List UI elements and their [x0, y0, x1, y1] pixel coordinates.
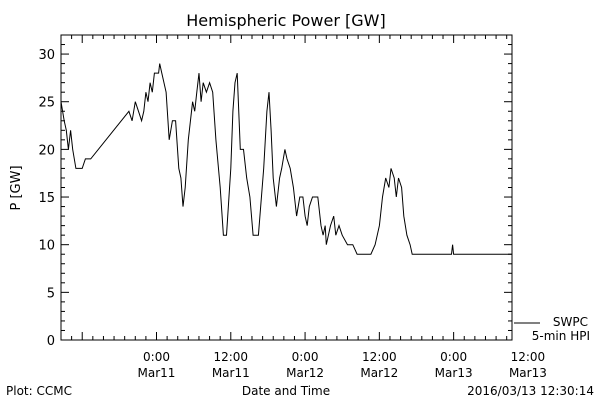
y-tick-label: 5 — [47, 286, 55, 301]
x-tick-label-date: Mar11 — [138, 366, 176, 380]
x-axis: 0:00 Mar11 12:00 Mar11 0:00 Mar12 12:00 Mar12 0:… — [60, 35, 547, 380]
x-axis-label: Date and Time — [242, 384, 330, 398]
footer-plot-credit: Plot: CCMC — [6, 384, 72, 398]
y-axis-label: P [GW] — [9, 165, 24, 210]
y-tick-label: 0 — [47, 334, 55, 349]
y-tick-label: 30 — [38, 48, 55, 63]
x-tick-label-time: 0:00 — [440, 350, 467, 364]
x-tick-label-date: Mar12 — [360, 366, 398, 380]
plot-frame — [60, 34, 513, 341]
y-tick-label: 20 — [38, 143, 55, 158]
x-tick-label-time: 12:00 — [213, 350, 248, 364]
x-tick-label-time: 0:00 — [143, 350, 170, 364]
y-tick-label: 25 — [38, 96, 55, 111]
x-tick-label-date: Mar13 — [435, 366, 473, 380]
plot-border — [60, 34, 513, 341]
x-tick-label-time: 12:00 — [511, 350, 546, 364]
x-tick-label-time: 0:00 — [292, 350, 319, 364]
y-tick-label: 10 — [38, 239, 55, 254]
legend: SWPC 5-min HPI — [514, 315, 590, 343]
x-tick-label-time: 12:00 — [362, 350, 397, 364]
chart-title: Hemispheric Power [GW] — [186, 11, 385, 30]
legend-label-5min-hpi: 5-min HPI — [532, 329, 590, 343]
y-tick-label: 15 — [38, 191, 55, 206]
x-tick-label-date: Mar12 — [286, 366, 324, 380]
x-tick-label-date: Mar13 — [509, 366, 547, 380]
series-line-swpc-hpi — [60, 63, 512, 255]
y-axis: 0 5 10 15 20 25 30 — [38, 34, 512, 349]
legend-label-swpc: SWPC — [553, 315, 588, 329]
footer-timestamp: 2016/03/13 12:30:14 — [467, 384, 594, 398]
series-layer — [60, 63, 512, 255]
x-tick-label-date: Mar11 — [212, 366, 250, 380]
